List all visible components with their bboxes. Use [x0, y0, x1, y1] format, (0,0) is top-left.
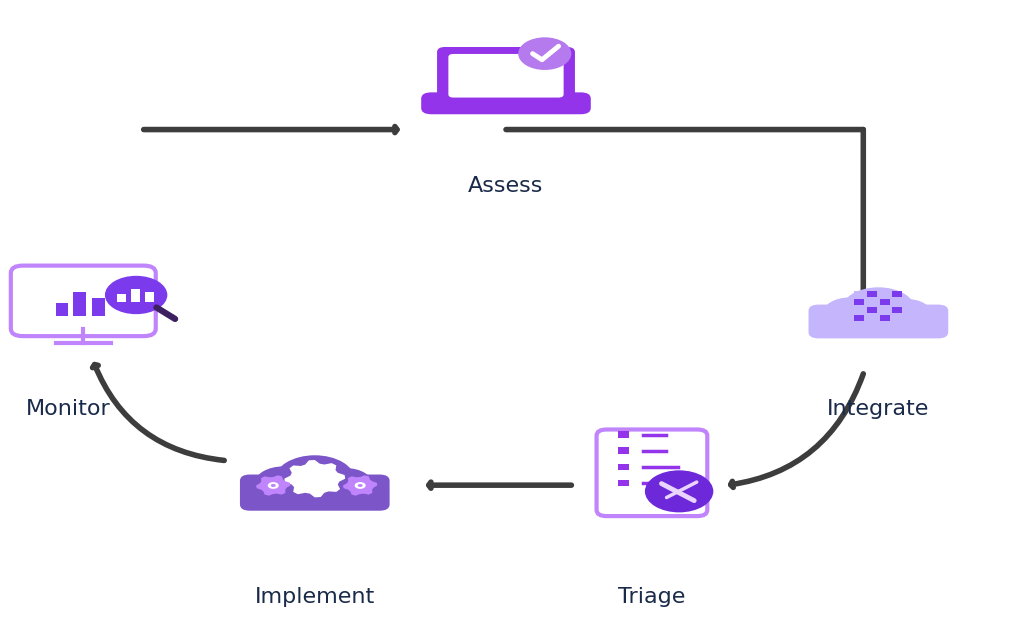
FancyBboxPatch shape: [892, 291, 902, 298]
FancyBboxPatch shape: [853, 307, 863, 313]
FancyBboxPatch shape: [92, 298, 105, 316]
FancyBboxPatch shape: [892, 307, 902, 313]
Polygon shape: [284, 460, 345, 497]
Text: Integrate: Integrate: [826, 399, 929, 419]
FancyBboxPatch shape: [617, 431, 628, 438]
Circle shape: [883, 299, 930, 328]
FancyBboxPatch shape: [617, 464, 628, 470]
FancyBboxPatch shape: [448, 54, 563, 97]
FancyBboxPatch shape: [879, 299, 889, 305]
Text: Triage: Triage: [618, 587, 684, 607]
Circle shape: [518, 37, 571, 70]
Circle shape: [271, 484, 275, 487]
Circle shape: [644, 470, 713, 512]
Text: Implement: Implement: [255, 587, 374, 607]
Circle shape: [840, 287, 915, 333]
FancyBboxPatch shape: [866, 299, 877, 305]
FancyBboxPatch shape: [853, 291, 863, 298]
FancyBboxPatch shape: [808, 305, 947, 338]
Polygon shape: [343, 475, 377, 495]
FancyBboxPatch shape: [240, 474, 389, 510]
FancyBboxPatch shape: [596, 429, 707, 516]
FancyBboxPatch shape: [892, 314, 902, 321]
FancyBboxPatch shape: [853, 314, 863, 321]
FancyBboxPatch shape: [73, 292, 86, 316]
FancyBboxPatch shape: [866, 307, 877, 313]
FancyBboxPatch shape: [879, 307, 889, 313]
FancyBboxPatch shape: [853, 299, 863, 305]
FancyBboxPatch shape: [879, 314, 889, 321]
FancyBboxPatch shape: [437, 47, 574, 104]
FancyBboxPatch shape: [145, 292, 154, 302]
FancyBboxPatch shape: [131, 289, 140, 302]
FancyBboxPatch shape: [892, 299, 902, 305]
Polygon shape: [256, 475, 290, 495]
Circle shape: [105, 276, 167, 314]
Circle shape: [304, 472, 325, 485]
Circle shape: [822, 298, 875, 330]
Circle shape: [357, 484, 362, 487]
FancyBboxPatch shape: [866, 314, 877, 321]
Text: Assess: Assess: [468, 176, 543, 196]
Circle shape: [268, 482, 278, 489]
FancyBboxPatch shape: [421, 92, 590, 114]
FancyBboxPatch shape: [617, 447, 628, 454]
Circle shape: [354, 482, 365, 489]
FancyBboxPatch shape: [117, 294, 126, 302]
Circle shape: [254, 466, 311, 502]
Text: Monitor: Monitor: [26, 399, 110, 419]
FancyBboxPatch shape: [866, 291, 877, 298]
Circle shape: [310, 476, 318, 482]
FancyBboxPatch shape: [879, 291, 889, 298]
Circle shape: [320, 468, 372, 500]
FancyBboxPatch shape: [617, 480, 628, 486]
FancyBboxPatch shape: [56, 303, 68, 316]
Circle shape: [274, 456, 355, 505]
